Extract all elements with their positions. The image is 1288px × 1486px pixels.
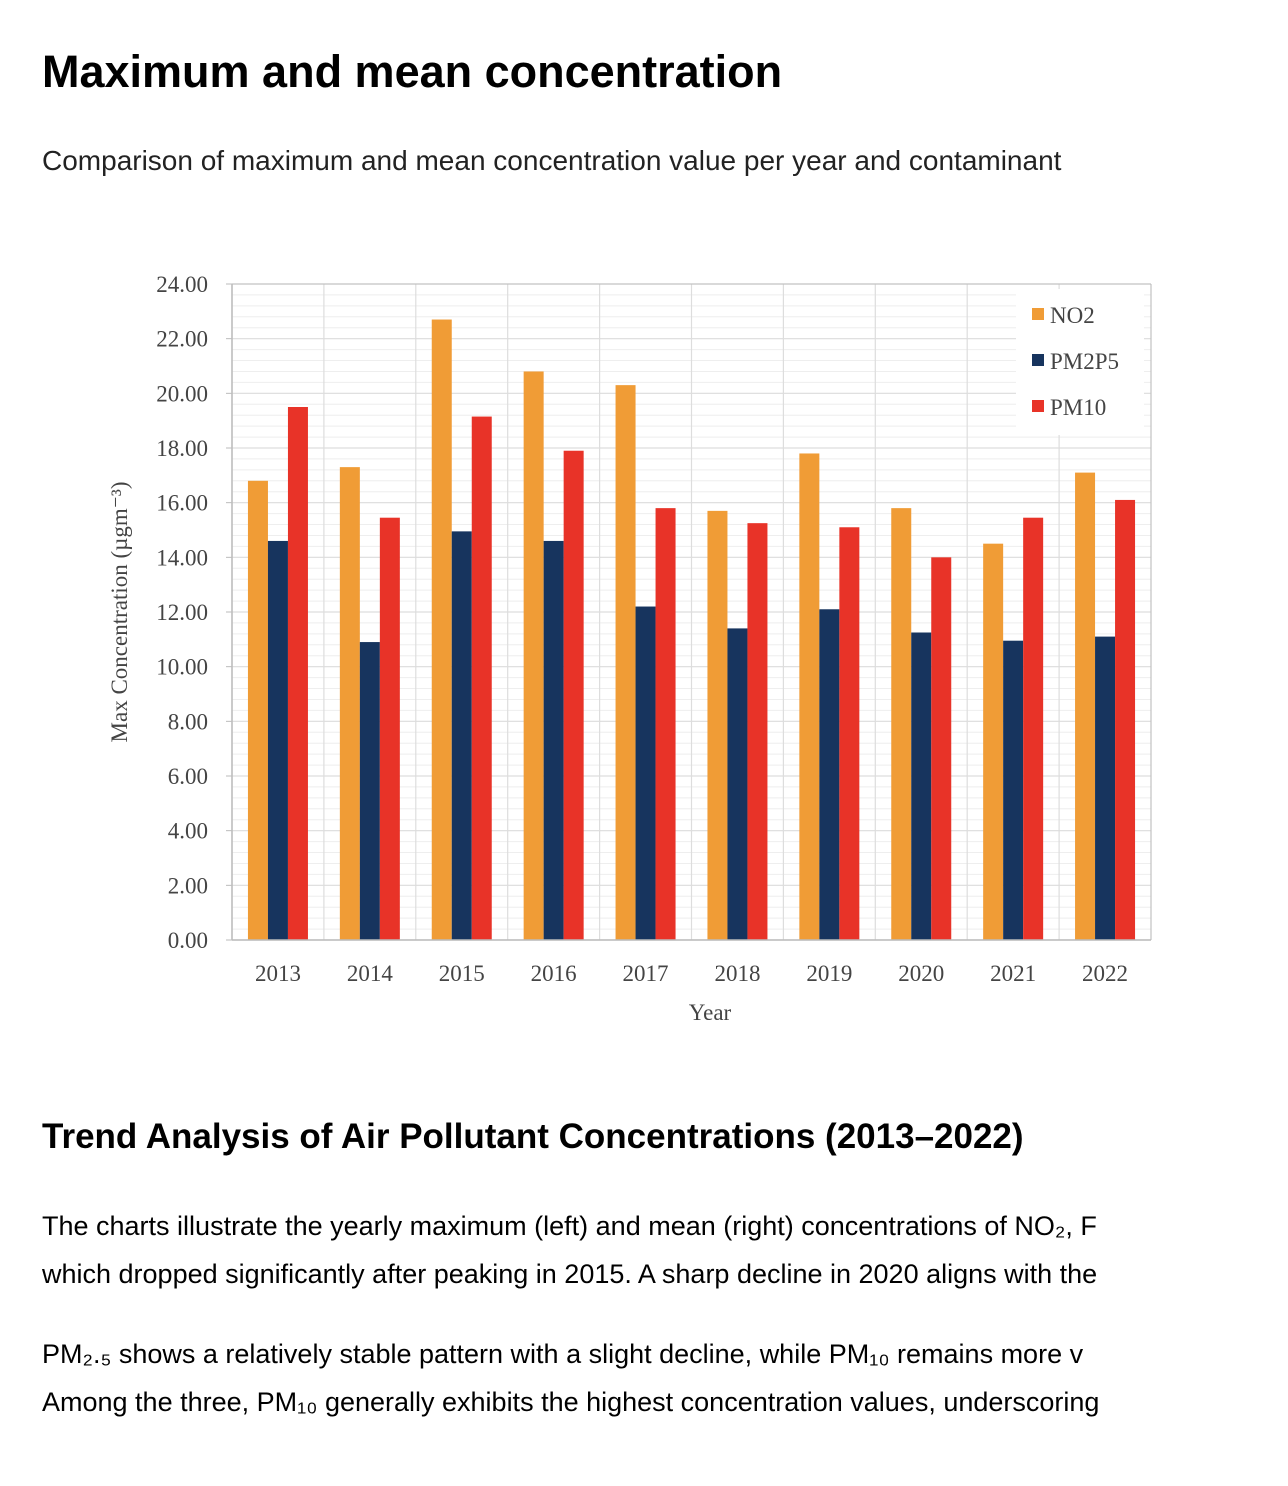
analysis-paragraph-1: The charts illustrate the yearly maximum… xyxy=(42,1202,1097,1298)
x-tick-label: 2013 xyxy=(255,961,301,986)
bar-pm10-2021 xyxy=(1023,517,1044,940)
analysis-paragraph-1-line-1: The charts illustrate the yearly maximum… xyxy=(42,1211,1097,1241)
bar-pm10-2018 xyxy=(747,523,768,940)
bar-pm10-2020 xyxy=(931,557,952,940)
y-tick-label: 18.00 xyxy=(156,436,208,461)
bar-pm2p5-2015 xyxy=(451,531,472,940)
bar-pm10-2015 xyxy=(471,416,492,940)
x-tick-label: 2017 xyxy=(623,961,669,986)
x-axis-title: Year xyxy=(689,1000,732,1025)
legend-label-pm10: PM10 xyxy=(1050,395,1106,420)
analysis-paragraph-2-line-1: PM₂.₅ shows a relatively stable pattern … xyxy=(42,1339,1084,1369)
y-tick-label: 6.00 xyxy=(168,764,208,789)
y-tick-label: 16.00 xyxy=(156,491,208,516)
x-tick-label: 2019 xyxy=(806,961,852,986)
bar-no2-2013 xyxy=(247,480,268,940)
page-title: Maximum and mean concentration xyxy=(42,46,783,97)
y-axis-title: Max Concentration (µgm⁻³) xyxy=(107,482,132,743)
legend-swatch-pm2p5 xyxy=(1032,354,1044,366)
bar-no2-2017 xyxy=(615,385,636,941)
legend-label-pm2p5: PM2P5 xyxy=(1050,349,1119,374)
bar-pm10-2022 xyxy=(1115,499,1136,940)
bar-pm2p5-2013 xyxy=(267,540,288,940)
bar-no2-2014 xyxy=(339,467,360,940)
analysis-paragraph-2: PM₂.₅ shows a relatively stable pattern … xyxy=(42,1330,1099,1426)
bar-no2-2020 xyxy=(891,508,912,940)
y-tick-label: 10.00 xyxy=(156,655,208,680)
bar-no2-2019 xyxy=(799,453,820,940)
bar-no2-2022 xyxy=(1075,472,1096,940)
analysis-paragraph-2-line-2: Among the three, PM₁₀ generally exhibits… xyxy=(42,1387,1100,1417)
y-tick-label: 24.00 xyxy=(156,272,208,297)
bar-pm2p5-2021 xyxy=(1003,640,1024,940)
y-tick-label: 12.00 xyxy=(156,600,208,625)
y-tick-label: 20.00 xyxy=(156,381,208,406)
bar-no2-2018 xyxy=(707,510,728,940)
legend-swatch-no2 xyxy=(1032,308,1044,320)
y-tick-label: 2.00 xyxy=(168,873,208,898)
y-tick-label: 22.00 xyxy=(156,327,208,352)
bar-pm2p5-2019 xyxy=(819,609,840,940)
x-tick-label: 2018 xyxy=(714,961,760,986)
bar-pm2p5-2014 xyxy=(359,642,380,940)
y-tick-label: 4.00 xyxy=(168,819,208,844)
bar-no2-2015 xyxy=(431,319,452,940)
bar-no2-2021 xyxy=(983,543,1004,940)
chart-container: 0.00 2.00 4.00 6.00 8.00 10.00 12.00 14.00 16.00… xyxy=(0,255,1288,1045)
x-tick-label: 2016 xyxy=(531,961,577,986)
page-subtitle: Comparison of maximum and mean concentra… xyxy=(42,145,1062,176)
x-tick-label: 2014 xyxy=(347,961,394,986)
bar-no2-2016 xyxy=(523,371,544,940)
analysis-paragraph-1-line-2: which dropped significantly after peakin… xyxy=(42,1259,1098,1289)
y-tick-label: 0.00 xyxy=(168,928,208,953)
bar-pm10-2017 xyxy=(655,508,676,940)
y-tick-label: 8.00 xyxy=(168,709,208,734)
bar-pm10-2014 xyxy=(379,517,400,940)
bar-pm10-2019 xyxy=(839,527,860,940)
legend-label-no2: NO2 xyxy=(1050,303,1095,328)
x-tick-label: 2015 xyxy=(439,961,485,986)
bar-pm2p5-2017 xyxy=(635,606,656,940)
bar-pm2p5-2022 xyxy=(1095,636,1116,940)
y-tick-label: 14.00 xyxy=(156,545,208,570)
x-tick-label: 2022 xyxy=(1082,961,1128,986)
analysis-heading: Trend Analysis of Air Pollutant Concentr… xyxy=(42,1117,1024,1156)
bar-pm2p5-2018 xyxy=(727,628,748,940)
x-tick-label: 2021 xyxy=(990,961,1036,986)
bar-pm10-2013 xyxy=(287,407,308,940)
bar-pm2p5-2020 xyxy=(911,632,932,940)
bar-chart: 0.00 2.00 4.00 6.00 8.00 10.00 12.00 14.00 16.00… xyxy=(107,272,1152,1025)
x-tick-label: 2020 xyxy=(898,961,944,986)
bar-pm10-2016 xyxy=(563,450,584,940)
bar-pm2p5-2016 xyxy=(543,540,564,940)
legend-swatch-pm10 xyxy=(1032,400,1044,412)
